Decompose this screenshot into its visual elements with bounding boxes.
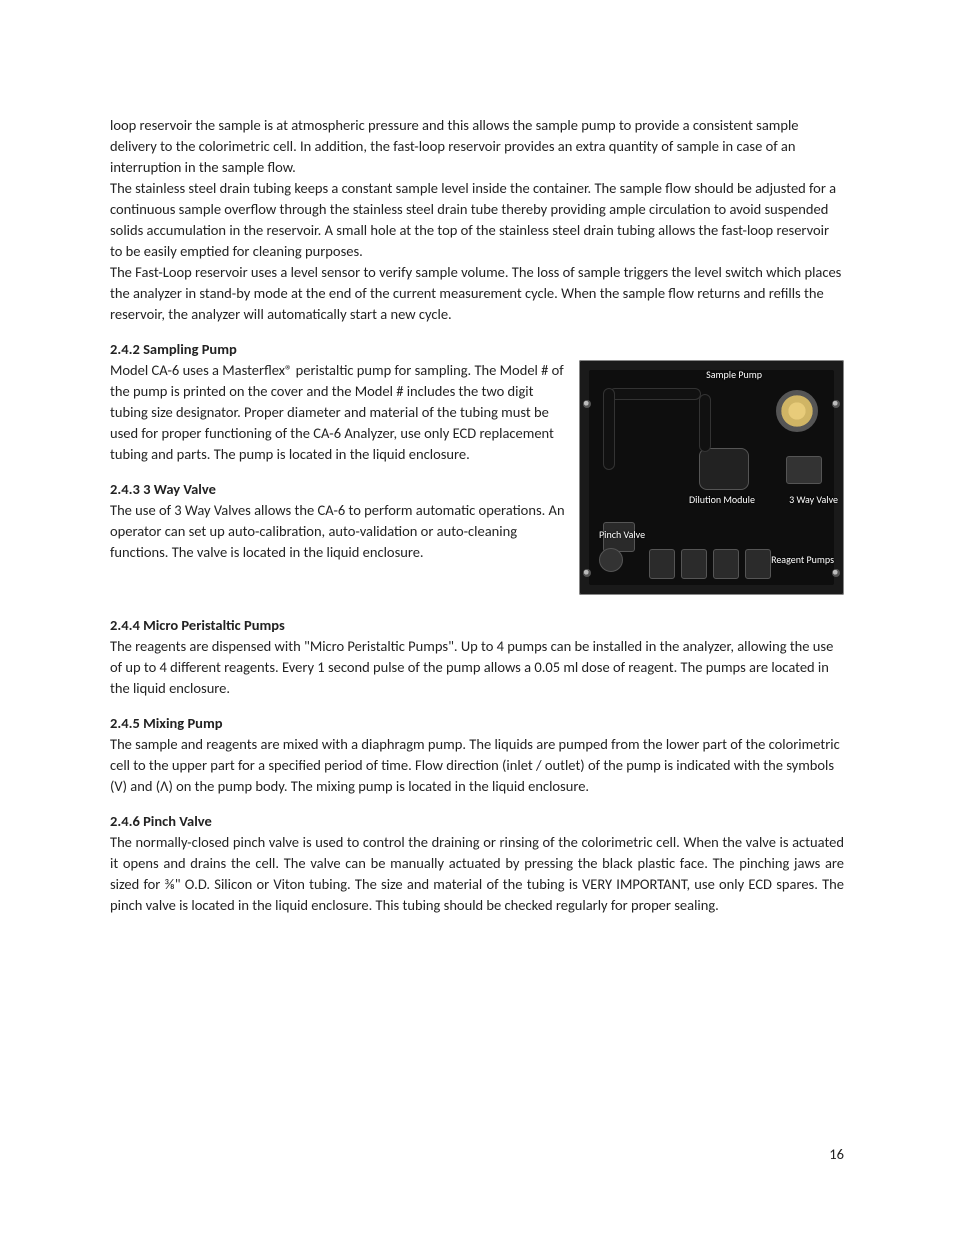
label-reagent: Reagent Pumps (771, 553, 834, 568)
reagent-pump-icon (649, 549, 675, 579)
document-page: loop reservoir the sample is at atmosphe… (0, 0, 954, 1235)
heading-2-4-6: 2.4.6 Pinch Valve (110, 811, 844, 832)
label-3-way-valve: 3 Way Valve (789, 493, 838, 508)
reagent-pump-icon (713, 549, 739, 579)
reagent-pump-icon (745, 549, 771, 579)
heading-2-4-5: 2.4.5 Mixing Pump (110, 713, 844, 734)
heading-2-4-4: 2.4.4 Micro Peristaltic Pumps (110, 615, 844, 636)
reagent-pump-icon (681, 549, 707, 579)
page-number: 16 (829, 1144, 844, 1165)
section-2-4-6-body: The normally-closed pinch valve is used … (110, 832, 844, 916)
sample-pump-icon (776, 390, 818, 432)
section-2-4-4-body: The reagents are dispensed with "Micro P… (110, 636, 844, 699)
label-pinch-valve: Pinch Valve (599, 528, 645, 543)
pinch-valve-face-icon (599, 548, 623, 572)
figure-wrap: Model CA-6 uses a Masterflex® peristalti… (110, 360, 844, 601)
intro-para-3: The Fast-Loop reservoir uses a level sen… (110, 262, 844, 325)
screw-icon (832, 569, 840, 577)
tube-icon (699, 394, 711, 452)
heading-2-4-2: 2.4.2 Sampling Pump (110, 339, 844, 360)
label-sample-pump: Sample Pump (706, 368, 762, 383)
tube-icon (609, 388, 701, 400)
section-2-4-5-body: The sample and reagents are mixed with a… (110, 734, 844, 797)
intro-para-2: The stainless steel drain tubing keeps a… (110, 178, 844, 262)
dilution-module-icon (699, 448, 749, 490)
screw-icon (832, 400, 840, 408)
tube-icon (603, 388, 615, 470)
intro-para-1: loop reservoir the sample is at atmosphe… (110, 115, 844, 178)
label-dilution-module: Dilution Module (689, 493, 755, 508)
three-way-valve-icon (786, 456, 822, 484)
equipment-figure: Sample Pump Dilution Module 3 Way Valve … (579, 360, 844, 595)
